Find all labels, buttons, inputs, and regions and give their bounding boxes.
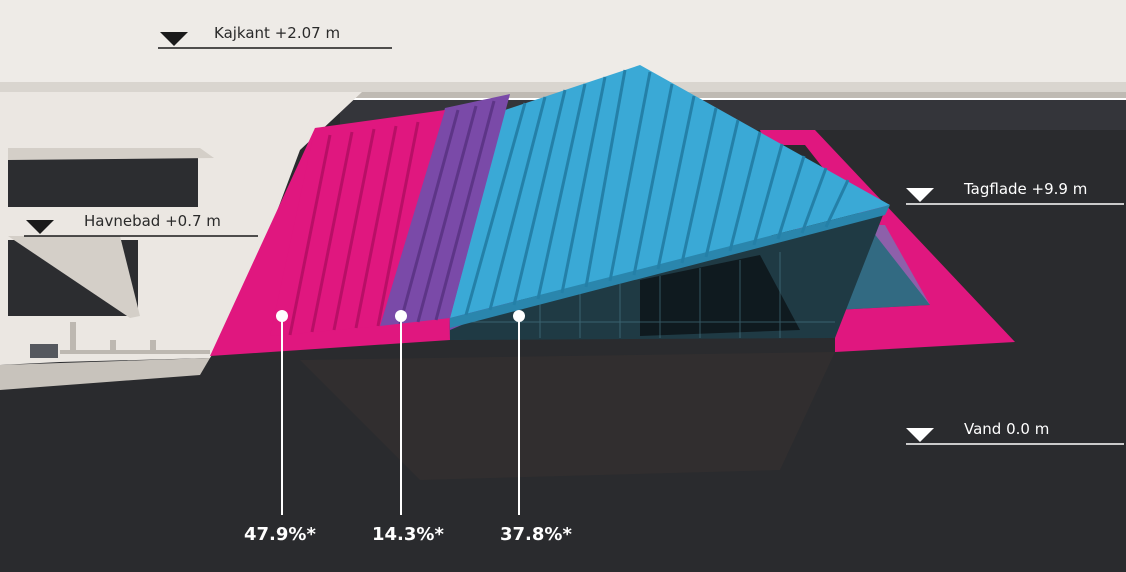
quay-top bbox=[0, 0, 1126, 86]
leader-dot-magenta bbox=[276, 310, 288, 322]
pool-lower-rim bbox=[8, 236, 140, 318]
leader-purple bbox=[395, 310, 407, 515]
level-label-tagflade: Tagflade +9.9 m bbox=[964, 180, 1088, 198]
step-lines-purple bbox=[398, 100, 496, 325]
level-marker-vand bbox=[906, 428, 1124, 445]
level-marker-havnebad bbox=[24, 220, 258, 237]
step-lines-cyan bbox=[464, 69, 850, 316]
level-label-kajkant: Kajkant +2.07 m bbox=[214, 24, 341, 42]
railing bbox=[60, 350, 210, 354]
level-triangle-tagflade bbox=[906, 188, 934, 202]
pool-upper bbox=[8, 152, 198, 207]
glass-interior bbox=[640, 255, 800, 336]
sloped-roof-cyan bbox=[450, 65, 890, 318]
quay-top-edge bbox=[0, 82, 1126, 92]
level-label-havnebad: Havnebad +0.7 m bbox=[84, 212, 221, 230]
leader-dot-purple bbox=[395, 310, 407, 322]
steps-magenta bbox=[270, 110, 445, 336]
level-marker-kajkant bbox=[158, 32, 392, 49]
quay-dark-object bbox=[30, 344, 58, 358]
level-triangle-kajkant bbox=[160, 32, 188, 46]
railing-post-1 bbox=[70, 322, 76, 352]
level-label-vand: Vand 0.0 m bbox=[964, 420, 1050, 438]
railing-post-2 bbox=[110, 340, 116, 354]
share-label-cyan: 37.8%* bbox=[500, 524, 572, 545]
sloped-roof-purple bbox=[380, 94, 510, 326]
level-triangle-havnebad bbox=[26, 220, 54, 234]
harbour-bath-edge bbox=[0, 358, 210, 390]
share-label-purple: 14.3%* bbox=[372, 524, 444, 545]
leader-magenta bbox=[276, 310, 288, 515]
share-label-magenta: 47.9%* bbox=[244, 524, 316, 545]
level-marker-tagflade bbox=[906, 188, 1124, 205]
level-triangle-vand bbox=[906, 428, 934, 442]
railing-post-3 bbox=[150, 340, 156, 354]
step-lines-magenta bbox=[288, 121, 420, 336]
glass-mullions bbox=[450, 252, 835, 338]
pool-upper-rim bbox=[8, 148, 214, 160]
leader-dot-cyan bbox=[513, 310, 525, 322]
leader-cyan bbox=[513, 310, 525, 515]
water-reflection bbox=[300, 352, 835, 480]
